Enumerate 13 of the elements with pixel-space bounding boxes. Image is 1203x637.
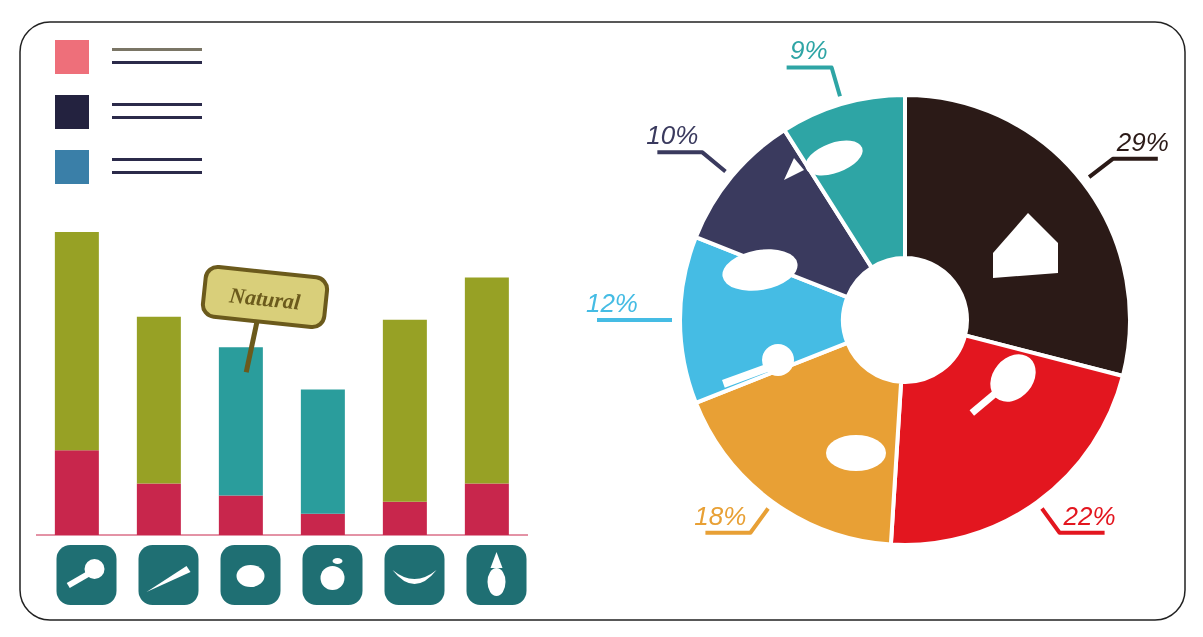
data-label: 12% xyxy=(585,288,638,318)
data-label: 9% xyxy=(790,35,828,66)
bar xyxy=(218,347,263,496)
bar xyxy=(54,232,99,451)
bar xyxy=(136,316,181,484)
annotation: Natural xyxy=(227,282,303,315)
bar xyxy=(300,389,345,514)
data-label: 29% xyxy=(1115,126,1169,157)
data-label: 18% xyxy=(694,500,747,531)
bar xyxy=(382,319,427,502)
data-label: 10% xyxy=(646,120,699,151)
data-label: 22% xyxy=(1062,500,1116,531)
bar xyxy=(464,277,509,484)
